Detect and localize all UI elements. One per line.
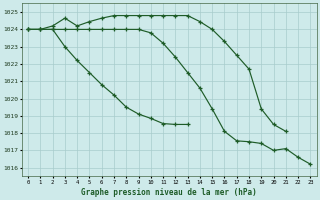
X-axis label: Graphe pression niveau de la mer (hPa): Graphe pression niveau de la mer (hPa) <box>81 188 257 197</box>
